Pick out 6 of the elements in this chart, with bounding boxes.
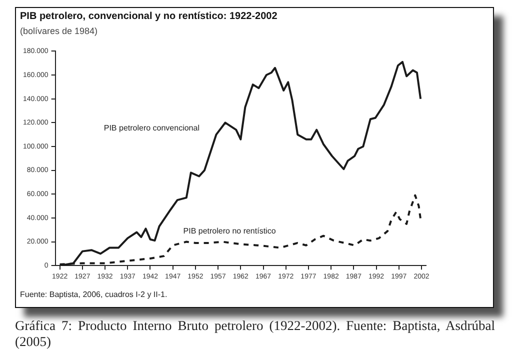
text: Gráfica 7: Producto Interno Bruto petrolero (1922-2002). Fuente: Baptista, Asdrúbal (2005) — [15, 318, 495, 350]
source-note: Fuente: Baptista, 2006, cuadros I-2 y II-1. — [20, 290, 168, 299]
chart-title: PIB petrolero, convencional y no rentístico: 1922-2002 — [20, 11, 278, 22]
series-label: PIB petrolero no rentístico — [183, 226, 276, 236]
chart-subtitle: (bolívares de 1984) — [20, 26, 98, 36]
text: PIB petrolero convencional — [104, 124, 200, 133]
